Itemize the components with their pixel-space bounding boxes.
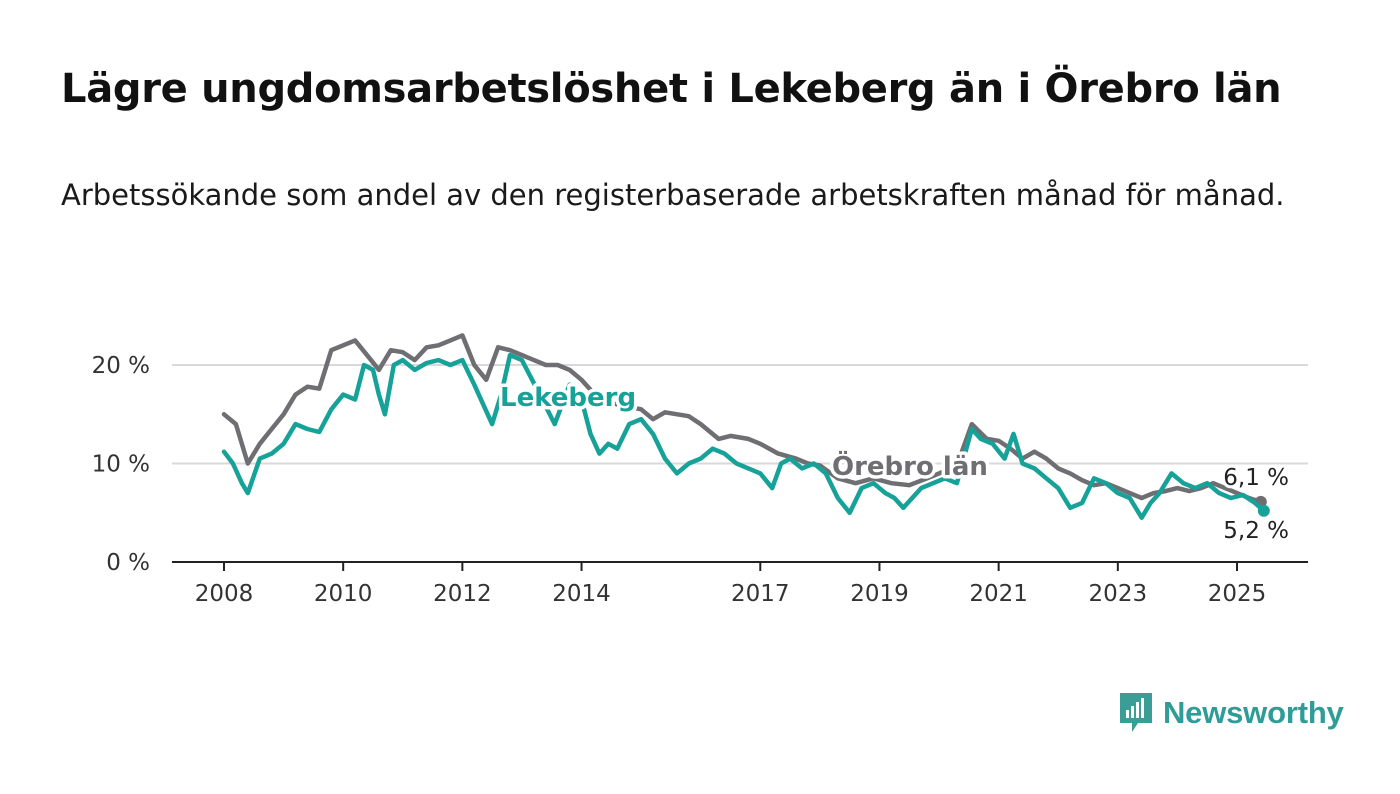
series-name-halo: Örebro län	[832, 449, 988, 482]
series-layer	[221, 333, 1270, 520]
series-name-halo: Lekeberg	[500, 383, 636, 413]
y-tick-label: 20 %	[92, 353, 150, 379]
series-end-dot	[1257, 504, 1270, 517]
x-tick-label: 2014	[552, 581, 611, 607]
x-tick-label: 2010	[314, 581, 373, 607]
series-name-label: Lekeberg	[500, 383, 636, 413]
x-tick-label: 2021	[969, 581, 1028, 607]
end-value-label: 5,2 %	[1223, 518, 1289, 544]
x-tick-label: 2025	[1208, 581, 1267, 607]
newsworthy-logo[interactable]: Newsworthy	[1117, 690, 1344, 736]
series-line-lekeberg	[221, 352, 1267, 520]
y-tick-label: 0 %	[106, 550, 150, 576]
y-tick-label: 10 %	[92, 452, 150, 478]
gridlines	[172, 364, 1308, 465]
page-subtitle: Arbetssökande som andel av den registerb…	[61, 178, 1285, 212]
end-value-halo: 5,2 %	[1223, 518, 1289, 544]
x-tick-label: 2008	[195, 581, 254, 607]
series-line--rebro-l-n	[221, 333, 1264, 505]
x-tick-label: 2012	[433, 581, 492, 607]
x-tick-label: 2023	[1089, 581, 1148, 607]
logo-text: Newsworthy	[1163, 695, 1344, 730]
x-tick-label: 2017	[731, 581, 790, 607]
page-title: Lägre ungdomsarbetslöshet i Lekeberg än …	[61, 66, 1282, 112]
axes: 0 % 10 % 20 % 2008 2010 2012 2014 2017 2019 2021 2…	[92, 353, 1308, 607]
x-tick-label: 2019	[850, 581, 909, 607]
end-value-label: 6,1 %	[1223, 465, 1289, 491]
bar-chart-bubble-icon	[1120, 693, 1152, 732]
end-value-halo: 6,1 %	[1223, 465, 1289, 491]
series-name-label: Örebro län	[832, 449, 988, 482]
